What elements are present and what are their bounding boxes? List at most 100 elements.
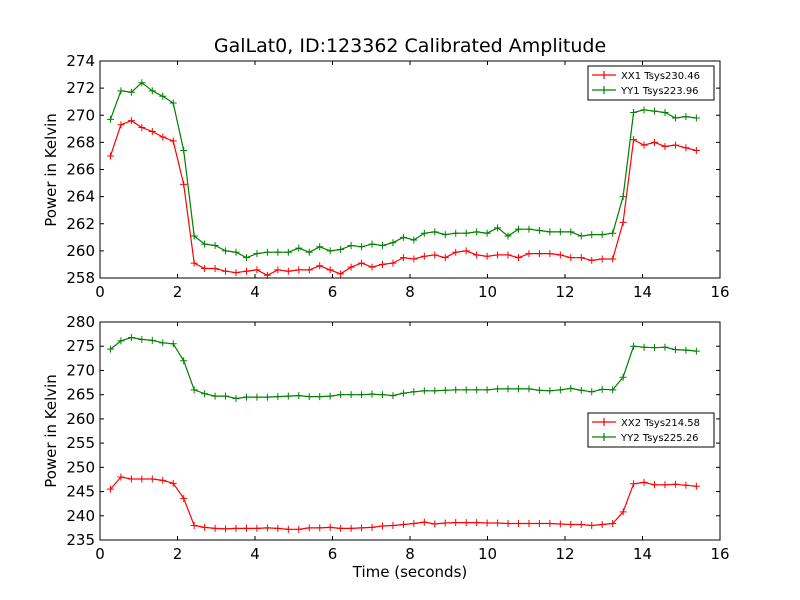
legend-entry: XX2 Tsys214.58 bbox=[592, 418, 700, 429]
data-point bbox=[588, 521, 596, 529]
data-point bbox=[410, 255, 418, 263]
data-point bbox=[452, 248, 460, 256]
data-point bbox=[305, 524, 313, 532]
data-point bbox=[525, 385, 533, 393]
data-point bbox=[190, 259, 198, 267]
data-point bbox=[462, 229, 470, 237]
data-point bbox=[263, 393, 271, 401]
data-point bbox=[378, 391, 386, 399]
bottom-subplot: 0 2 4 6 8 10 12 14 16 235 240 245 250 255 260 265 270 275… bbox=[42, 313, 730, 581]
data-point bbox=[682, 481, 690, 489]
data-point bbox=[504, 251, 512, 259]
data-point bbox=[347, 391, 355, 399]
y-tick-label: 260 bbox=[66, 242, 95, 260]
x-tick-label: 12 bbox=[555, 545, 574, 563]
data-point bbox=[106, 345, 114, 353]
data-point bbox=[431, 228, 439, 236]
data-point bbox=[347, 241, 355, 249]
data-point bbox=[127, 475, 135, 483]
data-point bbox=[410, 388, 418, 396]
data-point bbox=[535, 386, 543, 394]
data-point bbox=[692, 347, 700, 355]
data-point bbox=[504, 232, 512, 240]
data-point bbox=[651, 107, 659, 115]
data-point bbox=[431, 520, 439, 528]
data-point bbox=[640, 478, 648, 486]
data-point bbox=[661, 343, 669, 351]
data-point bbox=[222, 247, 230, 255]
data-point bbox=[242, 524, 250, 532]
data-point bbox=[651, 344, 659, 352]
data-point bbox=[431, 387, 439, 395]
data-point bbox=[598, 520, 606, 528]
y-tick-label: 240 bbox=[66, 507, 95, 525]
data-point bbox=[305, 393, 313, 401]
data-point bbox=[441, 231, 449, 239]
x-axis-label: Time (seconds) bbox=[352, 563, 468, 581]
data-point bbox=[201, 265, 209, 273]
data-point bbox=[211, 241, 219, 249]
data-point bbox=[651, 481, 659, 489]
data-point bbox=[671, 114, 679, 122]
data-point bbox=[316, 393, 324, 401]
data-point bbox=[609, 255, 617, 263]
y-tick-label: 260 bbox=[66, 410, 95, 428]
data-point bbox=[337, 391, 345, 399]
data-point bbox=[368, 263, 376, 271]
data-point bbox=[305, 248, 313, 256]
data-point bbox=[106, 115, 114, 123]
data-point bbox=[661, 109, 669, 117]
legend: XX2 Tsys214.58 YY2 Tsys225.26 bbox=[587, 412, 715, 448]
y-tick-label: 275 bbox=[66, 337, 95, 355]
legend-box bbox=[587, 65, 715, 101]
data-point bbox=[399, 254, 407, 262]
data-point bbox=[556, 228, 564, 236]
x-tick-label: 0 bbox=[95, 283, 105, 301]
data-point bbox=[640, 343, 648, 351]
y-tick-label: 264 bbox=[66, 188, 95, 206]
legend-box bbox=[587, 412, 715, 448]
data-point bbox=[222, 525, 230, 533]
data-point bbox=[556, 251, 564, 259]
data-point bbox=[671, 346, 679, 354]
data-point bbox=[180, 147, 188, 155]
data-point bbox=[201, 390, 209, 398]
data-point bbox=[211, 265, 219, 273]
data-point bbox=[473, 251, 481, 259]
x-tick-label: 6 bbox=[328, 283, 338, 301]
data-point bbox=[138, 335, 146, 343]
series-line bbox=[110, 336, 697, 400]
data-point bbox=[556, 520, 564, 528]
data-point bbox=[358, 243, 366, 251]
legend-entry: XX1 Tsys230.46 bbox=[592, 71, 700, 82]
data-point bbox=[525, 225, 533, 233]
y-tick-label: 274 bbox=[66, 52, 95, 70]
data-point bbox=[284, 525, 292, 533]
data-point bbox=[337, 270, 345, 278]
data-point bbox=[441, 386, 449, 394]
y-tick-label: 266 bbox=[66, 161, 95, 179]
legend-label: YY1 Tsys223.96 bbox=[620, 86, 699, 97]
data-point bbox=[337, 524, 345, 532]
data-point bbox=[190, 521, 198, 529]
data-point bbox=[274, 266, 282, 274]
data-point bbox=[190, 386, 198, 394]
y-tick-label: 280 bbox=[66, 313, 95, 331]
data-point bbox=[577, 232, 585, 240]
data-point bbox=[671, 480, 679, 488]
data-point bbox=[682, 113, 690, 121]
data-point bbox=[588, 256, 596, 264]
data-point bbox=[630, 342, 638, 350]
data-point bbox=[651, 138, 659, 146]
x-tick-label: 4 bbox=[250, 283, 260, 301]
x-tick-label: 2 bbox=[173, 545, 183, 563]
data-point bbox=[515, 520, 522, 528]
data-point bbox=[420, 229, 428, 237]
data-point bbox=[232, 524, 240, 532]
data-point bbox=[253, 250, 261, 258]
data-point bbox=[577, 520, 585, 528]
data-point bbox=[326, 523, 334, 531]
data-point bbox=[242, 254, 250, 262]
data-point bbox=[630, 109, 638, 117]
legend-label: XX1 Tsys230.46 bbox=[621, 71, 700, 82]
